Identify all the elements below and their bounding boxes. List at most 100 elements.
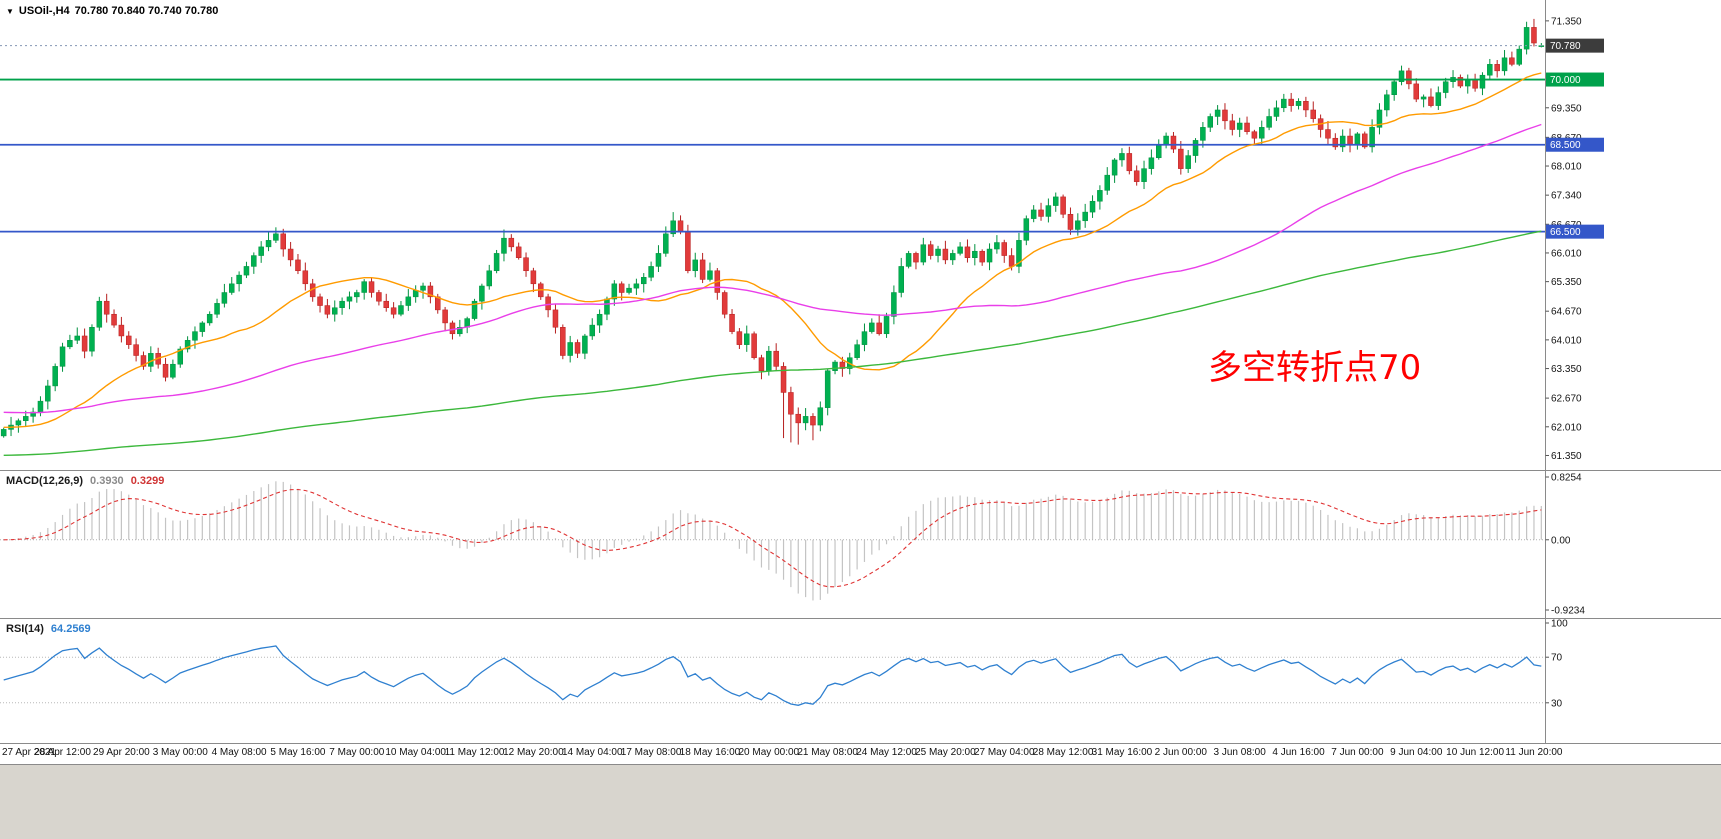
candle bbox=[317, 296, 323, 306]
candle bbox=[1266, 116, 1272, 128]
price-badge-label: 68.500 bbox=[1550, 140, 1581, 151]
candle bbox=[1384, 94, 1390, 111]
candle bbox=[773, 350, 779, 367]
candle bbox=[655, 253, 662, 267]
candle bbox=[287, 248, 294, 261]
candle bbox=[1141, 168, 1147, 182]
candle bbox=[221, 292, 228, 304]
time-label: 21 May 08:00 bbox=[797, 747, 858, 758]
price-badge-label: 66.500 bbox=[1550, 227, 1581, 238]
candle bbox=[1222, 109, 1228, 122]
candle bbox=[1465, 79, 1471, 87]
candle bbox=[1082, 211, 1088, 222]
candle bbox=[1457, 77, 1464, 87]
candle bbox=[839, 361, 846, 369]
candle bbox=[1163, 135, 1169, 145]
candle bbox=[74, 335, 80, 341]
time-label: 7 Jun 00:00 bbox=[1331, 747, 1384, 758]
candle bbox=[1251, 131, 1258, 139]
candle bbox=[1487, 64, 1493, 76]
candle bbox=[905, 253, 912, 267]
candle bbox=[854, 344, 860, 358]
candle bbox=[1207, 116, 1213, 128]
candle bbox=[920, 244, 927, 263]
candle bbox=[1354, 133, 1361, 145]
candle bbox=[736, 331, 743, 345]
candle bbox=[1119, 153, 1125, 161]
candle bbox=[869, 322, 875, 332]
candle bbox=[1494, 64, 1500, 72]
candle bbox=[1391, 81, 1397, 96]
candle bbox=[1273, 107, 1280, 117]
candle bbox=[1053, 196, 1059, 206]
candle bbox=[1472, 79, 1478, 89]
candle bbox=[23, 416, 29, 421]
chart-menu-arrow-icon[interactable]: ▼ bbox=[6, 7, 14, 16]
candle bbox=[1016, 240, 1022, 267]
candle bbox=[457, 327, 463, 335]
candle bbox=[876, 322, 882, 335]
candle bbox=[530, 270, 537, 285]
time-label: 12 May 20:00 bbox=[503, 747, 564, 758]
candle bbox=[810, 416, 816, 426]
candle bbox=[89, 327, 95, 352]
candle bbox=[1148, 157, 1155, 169]
price-level-badge bbox=[1546, 224, 1604, 239]
time-label: 24 May 12:00 bbox=[856, 747, 917, 758]
time-label: 11 May 12:00 bbox=[444, 747, 505, 758]
candle bbox=[699, 259, 706, 280]
candle bbox=[611, 283, 618, 300]
candle bbox=[442, 309, 448, 324]
ma-mid-line bbox=[3, 123, 1542, 414]
candle bbox=[758, 357, 765, 371]
rsi-value: 64.2569 bbox=[50, 623, 91, 635]
candle bbox=[589, 324, 595, 337]
price-badge-label: 70.000 bbox=[1550, 75, 1581, 86]
candle bbox=[626, 287, 632, 293]
symbol-timeframe-label: USOil-,H4 bbox=[18, 5, 70, 17]
axis-label: 70 bbox=[1551, 653, 1563, 664]
candle bbox=[1126, 153, 1133, 172]
candle bbox=[1347, 135, 1353, 145]
rsi-indicator-label: RSI(14) bbox=[6, 623, 44, 635]
candle bbox=[126, 335, 132, 345]
candle bbox=[1303, 101, 1309, 111]
time-label: 29 Apr 20:00 bbox=[93, 747, 150, 758]
candle bbox=[1089, 200, 1096, 213]
candle bbox=[1067, 214, 1074, 230]
candle bbox=[802, 416, 809, 424]
rsi-panel-header: RSI(14) 64.2569 bbox=[6, 623, 91, 635]
candle bbox=[140, 355, 147, 367]
candle bbox=[449, 322, 456, 335]
candle bbox=[891, 292, 897, 317]
candle bbox=[560, 327, 566, 356]
candle bbox=[935, 248, 941, 256]
candle bbox=[1045, 205, 1052, 217]
horizontal-level-lines[interactable] bbox=[0, 78, 1545, 233]
candle bbox=[486, 270, 492, 287]
candle bbox=[596, 313, 603, 326]
candle bbox=[1244, 122, 1250, 132]
candle bbox=[1428, 96, 1434, 106]
candle bbox=[1420, 96, 1427, 100]
candle bbox=[354, 292, 360, 298]
chart-annotation-text[interactable]: 多空转折点70 bbox=[1208, 348, 1422, 388]
candle bbox=[1376, 109, 1383, 128]
candle bbox=[986, 248, 993, 263]
candle bbox=[942, 248, 949, 261]
candle bbox=[861, 331, 868, 345]
candle bbox=[1170, 135, 1177, 150]
axis-label: 67.340 bbox=[1551, 191, 1582, 202]
candle bbox=[1075, 220, 1081, 230]
candle bbox=[1516, 48, 1522, 65]
candle bbox=[567, 342, 573, 356]
rsi-line bbox=[3, 645, 1542, 706]
axis-label: 30 bbox=[1551, 698, 1563, 709]
time-label: 10 Jun 12:00 bbox=[1446, 747, 1504, 758]
candle bbox=[927, 244, 934, 256]
candle bbox=[633, 283, 640, 289]
time-axis: 27 Apr 2021 28 Apr 12:00 29 Apr 20:00 3 May… bbox=[0, 744, 1721, 764]
time-label: 18 May 16:00 bbox=[679, 747, 741, 758]
price-level-badge bbox=[1546, 72, 1604, 87]
